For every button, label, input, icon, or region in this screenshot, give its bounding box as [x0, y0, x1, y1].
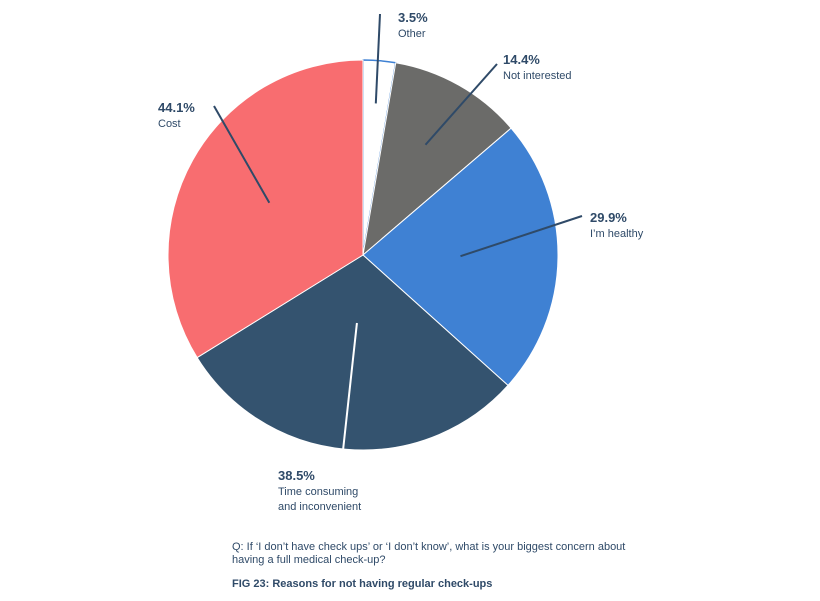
survey-question: Q: If ‘I don’t have check ups’ or ‘I don… — [232, 541, 626, 566]
slice-labels: 3.5% Other 14.4% Not interested 29.9% I’m hea… — [158, 10, 644, 513]
slice-name-label: Time consuming — [278, 486, 358, 498]
slice-name-label: Other — [398, 28, 426, 40]
pie-slice-cost — [167, 59, 364, 359]
leader-line — [339, 322, 358, 479]
slice-name-label: and inconvenient — [278, 501, 361, 513]
slice-name-label: Cost — [158, 118, 181, 130]
slice-value-label: 29.9% — [590, 210, 627, 225]
pie-slice-time-consuming-and-inconvenient — [196, 254, 509, 451]
pie-slice-not-interested — [362, 62, 512, 257]
slice-name-label: Not interested — [503, 70, 571, 82]
slice-value-label: 44.1% — [158, 100, 195, 115]
pie-slice-i-m-healthy — [362, 127, 559, 387]
slice-value-label: 3.5% — [398, 10, 428, 25]
slice-name-label: I’m healthy — [590, 228, 644, 240]
leader-line — [460, 215, 583, 258]
leader-lines — [213, 13, 583, 479]
leader-line — [213, 105, 271, 204]
figure-caption: FIG 23: Reasons for not having regular c… — [232, 578, 493, 590]
slice-value-label: 38.5% — [278, 468, 315, 483]
slice-value-label: 14.4% — [503, 52, 540, 67]
leader-line — [424, 63, 498, 146]
pie-slices — [167, 59, 559, 451]
leader-line — [374, 13, 381, 104]
